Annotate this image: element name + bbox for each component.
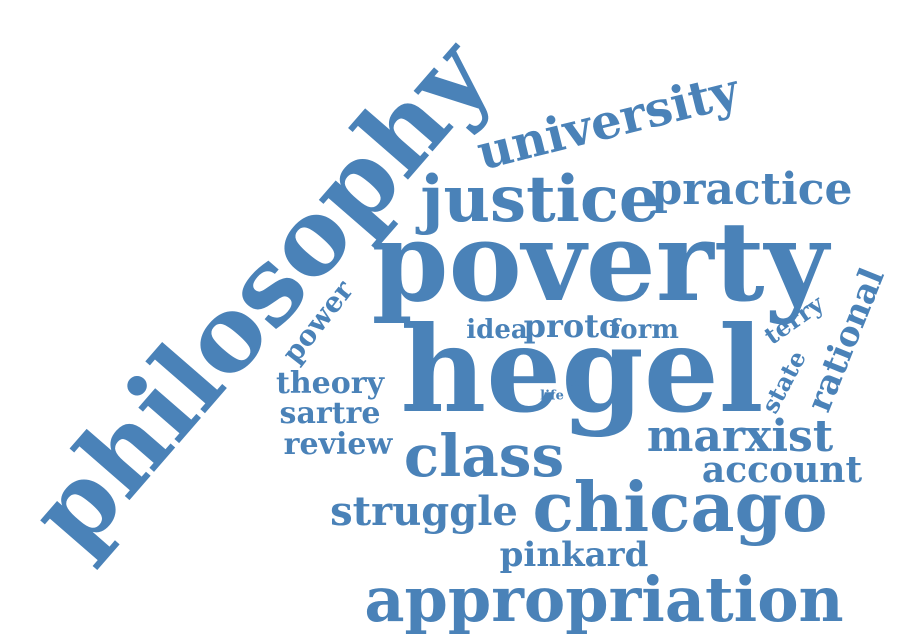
- word-university: university: [471, 62, 745, 182]
- word-life: life: [540, 388, 564, 404]
- word-idea: idea: [466, 315, 528, 345]
- word-pinkard: pinkard: [499, 535, 649, 575]
- word-state: state: [755, 345, 812, 418]
- word-review: review: [283, 427, 393, 462]
- word-pr: pr: [567, 378, 581, 389]
- word-justice: justice: [420, 162, 660, 237]
- word-hegel: hegel: [400, 300, 764, 439]
- word-marxist: marxist: [646, 411, 834, 462]
- word-class: class: [403, 422, 565, 490]
- word-account: account: [701, 449, 863, 491]
- word-sartre: sartre: [279, 396, 381, 431]
- word-struggle: struggle: [330, 488, 518, 535]
- word-chicago: chicago: [532, 468, 828, 548]
- word-poverty: poverty: [371, 197, 829, 326]
- word-theory: theory: [275, 366, 385, 401]
- word-appropriation: appropriation: [364, 563, 844, 636]
- word-practice: practice: [651, 164, 853, 215]
- word-form: form: [609, 315, 679, 345]
- word-proto: proto: [523, 307, 621, 345]
